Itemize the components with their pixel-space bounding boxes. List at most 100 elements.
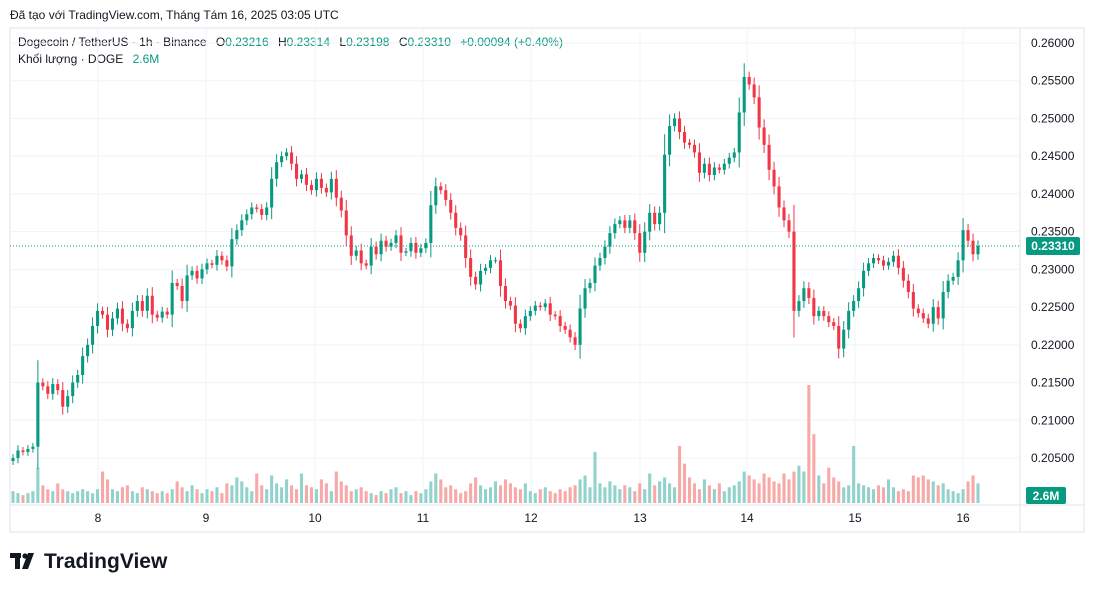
candle-body [568,329,572,338]
candle-body [235,230,239,240]
volume-bar [613,485,617,503]
volume-bar [951,491,955,503]
candle-body [61,390,65,407]
candle-body [966,230,970,241]
volume-bar [782,473,786,503]
candle-body [319,178,323,188]
volume-bar [260,485,264,503]
candle-body [140,301,144,311]
candle-body [528,310,532,317]
volume-bar [807,385,811,503]
candle-body [687,142,692,145]
candle-body [762,127,766,145]
volume-bar [603,487,607,503]
volume-bar [215,487,219,503]
date-tick-label: 11 [417,511,430,525]
candle-body [469,258,473,277]
candle-body [757,97,761,128]
candle-body [876,258,881,261]
volume-bar [210,491,214,503]
open-value: 0.23216 [225,35,269,49]
volume-bar [583,475,587,503]
volume-bar [484,489,488,503]
candle-body [125,323,129,329]
candle-body [583,288,587,309]
volume-bar [941,483,945,503]
volume-bar [857,483,861,503]
candle-body [165,311,169,315]
volume-bar [921,475,925,503]
candle-body [260,209,264,216]
volume-bar [817,475,821,503]
candle-body [668,126,672,155]
candle-body [593,265,597,283]
volume-bar [906,491,910,503]
chart-frame [9,27,1085,533]
candle-body [200,269,204,279]
candle-body [588,282,592,289]
candle-body [329,178,333,193]
candle-body [31,446,35,449]
candle-body [36,382,40,447]
candle-body [837,325,841,349]
candle-body [832,322,836,326]
volume-bar [668,483,672,503]
candle-body [145,295,149,311]
volume-bar [145,489,149,503]
volume-bar [399,493,403,503]
candle-body [747,76,751,85]
volume-bar [359,487,363,503]
candle-body [314,178,318,191]
volume-bar [623,485,627,503]
candle-body [86,344,90,357]
volume-bar [409,495,413,503]
volume-bar [618,489,622,503]
volume-bar [931,481,935,503]
price-tick-label: 0.21000 [1031,413,1075,427]
volume-bar [792,471,796,503]
volume-bar [474,477,478,503]
candle-body [772,169,776,187]
candle-body [364,263,368,266]
volume-label[interactable]: Khối lượng · DOGE [18,52,124,66]
volume-bar [419,493,423,503]
volume-bar [434,473,438,503]
volume-bar [966,481,970,503]
volume-bar [180,487,184,503]
volume-bar [76,491,80,503]
volume-bar [638,483,642,503]
candle-body [513,305,517,324]
candle-body [782,207,786,221]
candle-body [628,220,632,228]
volume-bar [329,491,333,503]
volume-bar [200,493,204,503]
candle-body [96,310,100,326]
candle-body [195,270,199,279]
candle-body [389,242,393,247]
date-tick-label: 9 [203,511,210,525]
candle-body [608,233,612,247]
volume-bar [658,481,662,503]
volume-bar [464,491,468,503]
candle-body [618,220,622,225]
date-tick-label: 8 [95,511,102,525]
volume-bar [687,477,692,503]
candle-body [479,270,483,285]
candle-body [299,174,304,179]
candle-body [787,220,791,232]
candle-body [359,250,363,264]
volume-bar [976,483,980,503]
date-tick-label: 13 [633,511,647,525]
volume-bar [578,479,582,503]
volume-bar [886,479,891,503]
tradingview-brand[interactable]: TradingView [10,550,167,574]
candle-body [344,210,348,236]
candle-body [210,263,214,265]
candle-body [553,314,557,317]
candle-body [896,255,900,268]
candle-body [150,295,154,315]
symbol-label[interactable]: Dogecoin / TetherUS · 1h · Binance [18,35,207,49]
volume-bar [871,489,876,503]
volume-bar [757,483,761,503]
